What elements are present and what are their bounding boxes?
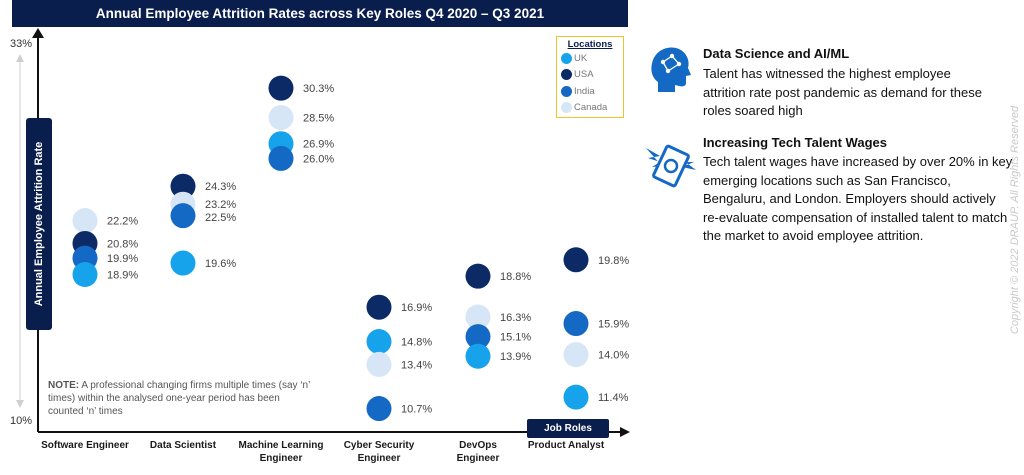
chart-title: Annual Employee Attrition Rates across K… bbox=[12, 0, 628, 27]
data-label-devops-engineer-2: 15.1% bbox=[500, 332, 531, 344]
data-label-cyber-security-engineer-0: 16.9% bbox=[401, 302, 432, 314]
data-label-software-engineer-0: 22.2% bbox=[107, 216, 138, 228]
data-label-devops-engineer-1: 16.3% bbox=[500, 312, 531, 324]
point-india-data-scientist bbox=[170, 203, 196, 229]
legend-title: Locations bbox=[567, 39, 613, 50]
category-label-product-analyst: Product Analyst bbox=[528, 440, 605, 451]
insight-heading-2: Increasing Tech Talent Wages bbox=[703, 135, 887, 150]
legend: Locations UK USA India Canada bbox=[556, 36, 624, 118]
y-tick-label-bottom: 10% bbox=[10, 415, 32, 427]
category-label-cyber-security-engineer: Cyber Security Engineer bbox=[344, 440, 415, 464]
y-tick-label-top: 33% bbox=[10, 38, 32, 50]
category-label-devops-engineer: DevOps Engineer bbox=[457, 440, 500, 464]
chart-note: NOTE: A professional changing firms mult… bbox=[48, 379, 318, 418]
insight-body-2: Tech talent wages have increased by over… bbox=[703, 154, 1013, 243]
point-india-cyber-security-engineer bbox=[366, 396, 392, 422]
y-scale-guide-top-arrow bbox=[16, 54, 24, 62]
data-label-software-engineer-3: 18.9% bbox=[107, 270, 138, 282]
money-wings-icon bbox=[646, 144, 696, 188]
category-labels: Software Engineer Data Scientist Machine L… bbox=[41, 440, 605, 464]
category-label-machine-learning-engineer: Machine Learning Engineer bbox=[238, 440, 323, 464]
data-label-devops-engineer-0: 18.8% bbox=[500, 271, 531, 283]
point-uk-cyber-security-engineer bbox=[366, 329, 392, 355]
data-label-devops-engineer-3: 13.9% bbox=[500, 351, 531, 363]
data-label-cyber-security-engineer-3: 10.7% bbox=[401, 404, 432, 416]
point-usa-product-analyst bbox=[563, 247, 589, 273]
legend-label-usa: USA bbox=[574, 69, 594, 81]
data-label-machine-learning-engineer-3: 26.0% bbox=[303, 153, 334, 165]
point-uk-data-scientist bbox=[170, 250, 196, 276]
point-usa-cyber-security-engineer bbox=[366, 294, 392, 320]
legend-swatch-canada bbox=[561, 102, 572, 114]
legend-swatch-india bbox=[561, 85, 572, 97]
insight-heading-1: Data Science and AI/ML bbox=[703, 46, 850, 61]
y-scale-guide-bottom-arrow bbox=[16, 400, 24, 408]
data-label-data-scientist-0: 24.3% bbox=[205, 181, 236, 193]
data-label-machine-learning-engineer-0: 30.3% bbox=[303, 83, 334, 95]
data-label-product-analyst-2: 14.0% bbox=[598, 350, 629, 362]
point-canada-machine-learning-engineer bbox=[268, 105, 294, 131]
y-axis-arrow bbox=[32, 28, 44, 38]
point-uk-software-engineer bbox=[72, 262, 98, 288]
legend-item-india: India bbox=[557, 83, 623, 100]
y-axis-label-box bbox=[26, 118, 52, 330]
data-label-cyber-security-engineer-1: 14.8% bbox=[401, 337, 432, 349]
y-axis-label: Annual Employee Attrition Rate bbox=[33, 141, 45, 307]
chart-marks: 22.2% 20.8% 19.9% 18.9% 24.3% 23.2%22.5% 19.6%… bbox=[72, 75, 629, 422]
data-label-cyber-security-engineer-2: 13.4% bbox=[401, 359, 432, 371]
point-usa-data-scientist bbox=[170, 173, 196, 199]
point-canada-devops-engineer bbox=[465, 304, 491, 330]
data-label-data-scientist-1: 23.2% bbox=[205, 199, 236, 211]
insight-body-1: Talent has witnessed the highest employe… bbox=[703, 66, 982, 118]
data-label-software-engineer-1: 20.8% bbox=[107, 238, 138, 250]
copyright-watermark: Copyright © 2022 DRAUP. All Rights Reser… bbox=[1009, 105, 1021, 335]
ai-head-icon bbox=[651, 47, 691, 92]
point-canada-software-engineer bbox=[72, 208, 98, 234]
data-label-software-engineer-2: 19.9% bbox=[107, 253, 138, 265]
note-label: NOTE: bbox=[48, 380, 80, 391]
note-text: A professional changing firms multiple t… bbox=[48, 380, 310, 417]
category-label-data-scientist: Data Scientist bbox=[150, 440, 217, 451]
point-canada-cyber-security-engineer bbox=[366, 351, 392, 377]
point-usa-devops-engineer bbox=[465, 263, 491, 289]
legend-label-canada: Canada bbox=[574, 102, 608, 114]
point-usa-machine-learning-engineer bbox=[268, 75, 294, 101]
point-india-machine-learning-engineer bbox=[268, 145, 294, 171]
legend-item-canada: Canada bbox=[557, 100, 623, 117]
x-axis-arrow bbox=[620, 427, 630, 437]
point-uk-product-analyst bbox=[563, 384, 589, 410]
legend-swatch-usa bbox=[561, 69, 572, 81]
legend-label-india: India bbox=[574, 85, 595, 97]
data-label-data-scientist-2: 22.5% bbox=[205, 212, 236, 224]
point-india-devops-engineer bbox=[465, 324, 491, 350]
point-india-product-analyst bbox=[563, 311, 589, 337]
legend-label-uk: UK bbox=[574, 52, 588, 64]
data-label-machine-learning-engineer-2: 26.9% bbox=[303, 139, 334, 151]
data-label-product-analyst-1: 15.9% bbox=[598, 319, 629, 331]
x-axis-label: Job Roles bbox=[527, 419, 609, 438]
data-label-product-analyst-3: 11.4% bbox=[598, 392, 629, 404]
category-label-software-engineer: Software Engineer bbox=[41, 440, 129, 451]
data-label-product-analyst-0: 19.8% bbox=[598, 255, 629, 267]
legend-swatch-uk bbox=[561, 52, 572, 64]
data-label-machine-learning-engineer-1: 28.5% bbox=[303, 113, 334, 125]
legend-item-uk: UK bbox=[557, 50, 623, 67]
point-uk-devops-engineer bbox=[465, 343, 491, 369]
legend-item-usa: USA bbox=[557, 67, 623, 84]
data-label-data-scientist-3: 19.6% bbox=[205, 258, 236, 270]
point-canada-product-analyst bbox=[563, 342, 589, 368]
